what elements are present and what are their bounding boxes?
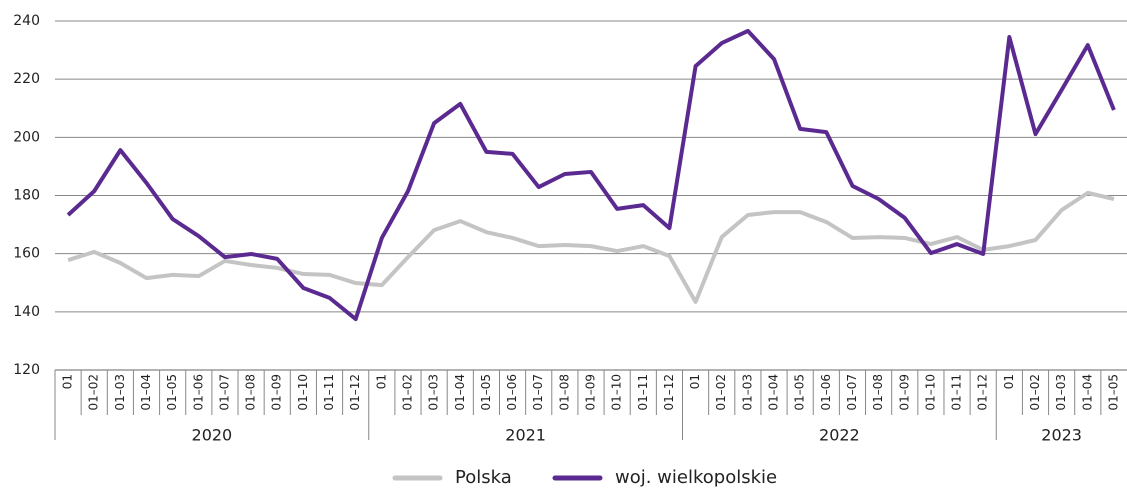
x-tick-label: 01 (374, 374, 388, 389)
x-tick-label: 01–02 (87, 374, 101, 411)
x-tick-label: 01–05 (1106, 374, 1120, 411)
x-tick-label: 01–11 (322, 374, 336, 411)
y-tick-label: 240 (13, 13, 40, 29)
y-tick-label: 160 (13, 246, 40, 262)
x-tick-label: 01 (61, 374, 75, 389)
x-tick-label: 01–02 (400, 374, 414, 411)
x-tick-label: 01–10 (610, 374, 624, 411)
y-tick-label: 200 (13, 129, 40, 145)
x-tick-label: 01–03 (1054, 374, 1068, 411)
group-label: 2020 (192, 426, 233, 445)
x-tick-label: 01–02 (714, 374, 728, 411)
x-tick-label: 01 (1002, 374, 1016, 389)
x-tick-label: 01–05 (165, 374, 179, 411)
x-tick-label: 01–04 (453, 374, 467, 411)
x-tick-label: 01–11 (636, 374, 650, 411)
x-tick-label: 01–12 (662, 374, 676, 411)
x-tick-label: 01–12 (348, 374, 362, 411)
x-tick-label: 01–02 (1028, 374, 1042, 411)
line-series (67, 190, 1115, 304)
x-tick-label: 01–08 (244, 374, 258, 411)
x-tick-label: 01–05 (793, 374, 807, 411)
x-tick-label: 01–08 (871, 374, 885, 411)
x-tick-label: 01–04 (767, 374, 781, 411)
group-label: 2023 (1041, 426, 1082, 445)
x-tick-label: 01–11 (950, 374, 964, 411)
line-series (66, 28, 1116, 322)
group-label: 2022 (819, 426, 860, 445)
x-tick-label: 01–09 (584, 374, 598, 411)
group-label: 2021 (505, 426, 546, 445)
x-tick-label: 01 (688, 374, 702, 389)
y-tick-label: 180 (13, 188, 40, 204)
x-tick-label: 01–09 (897, 374, 911, 411)
x-tick-label: 01–09 (270, 374, 284, 411)
x-tick-label: 01–07 (217, 374, 231, 411)
y-tick-label: 140 (13, 304, 40, 320)
y-tick-label: 220 (13, 71, 40, 87)
x-tick-label: 01–06 (191, 374, 205, 411)
legend-label: woj. wielkopolskie (615, 467, 777, 488)
x-tick-label: 01–03 (113, 374, 127, 411)
x-tick-label: 01–06 (505, 374, 519, 411)
x-tick-label: 01–10 (296, 374, 310, 411)
y-tick-label: 120 (13, 362, 40, 378)
x-tick-label: 01–04 (1080, 374, 1094, 411)
x-tick-label: 01–07 (531, 374, 545, 411)
x-tick-label: 01–08 (557, 374, 571, 411)
x-tick-label: 01–03 (740, 374, 754, 411)
x-tick-label: 01–10 (923, 374, 937, 411)
x-tick-label: 01–06 (819, 374, 833, 411)
x-tick-label: 01–12 (976, 374, 990, 411)
x-tick-label: 01–04 (139, 374, 153, 411)
x-tick-label: 01–07 (845, 374, 859, 411)
x-tick-label: 01–05 (479, 374, 493, 411)
legend-label: Polska (455, 467, 512, 488)
x-tick-label: 01–03 (427, 374, 441, 411)
